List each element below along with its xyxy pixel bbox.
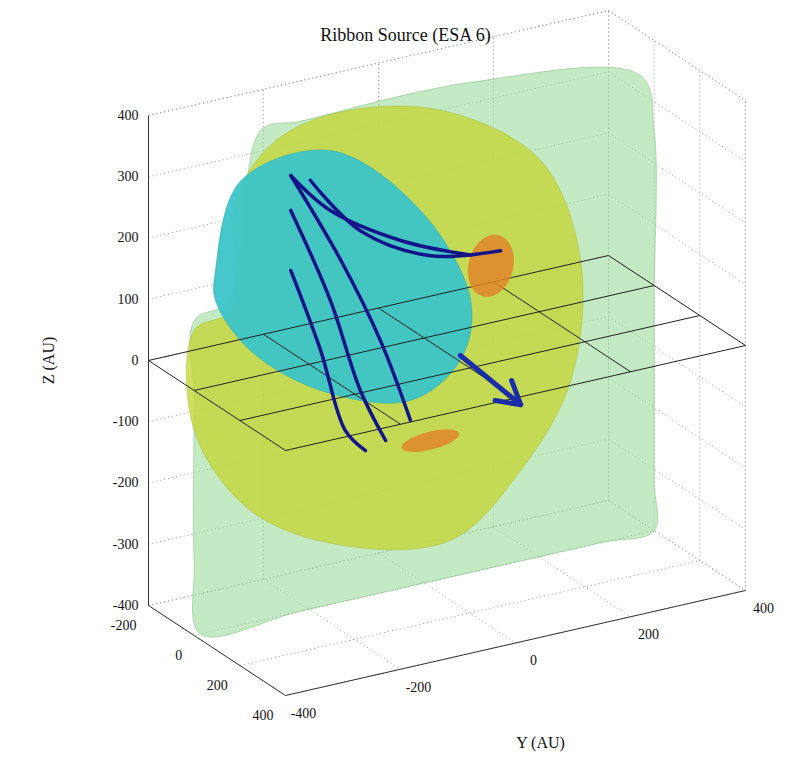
svg-text:0: 0 <box>132 353 139 368</box>
svg-text:200: 200 <box>118 230 139 245</box>
svg-text:-100: -100 <box>113 414 139 429</box>
svg-text:-200: -200 <box>406 680 432 695</box>
svg-text:Z (AU): Z (AU) <box>40 337 58 385</box>
svg-text:200: 200 <box>207 678 228 693</box>
svg-text:-200: -200 <box>111 618 137 633</box>
svg-text:400: 400 <box>753 601 774 616</box>
svg-text:300: 300 <box>118 169 139 184</box>
svg-text:Ribbon Source (ESA 6): Ribbon Source (ESA 6) <box>320 25 491 46</box>
svg-text:400: 400 <box>118 108 139 123</box>
svg-text:-400: -400 <box>291 706 317 721</box>
svg-text:-300: -300 <box>113 537 139 552</box>
svg-text:-200: -200 <box>113 475 139 490</box>
svg-text:100: 100 <box>118 292 139 307</box>
svg-text:0: 0 <box>530 653 537 668</box>
svg-text:200: 200 <box>638 627 659 642</box>
svg-text:0: 0 <box>175 648 182 663</box>
svg-text:Y (AU): Y (AU) <box>516 734 565 752</box>
svg-text:-400: -400 <box>113 598 139 613</box>
svg-text:400: 400 <box>253 708 274 723</box>
